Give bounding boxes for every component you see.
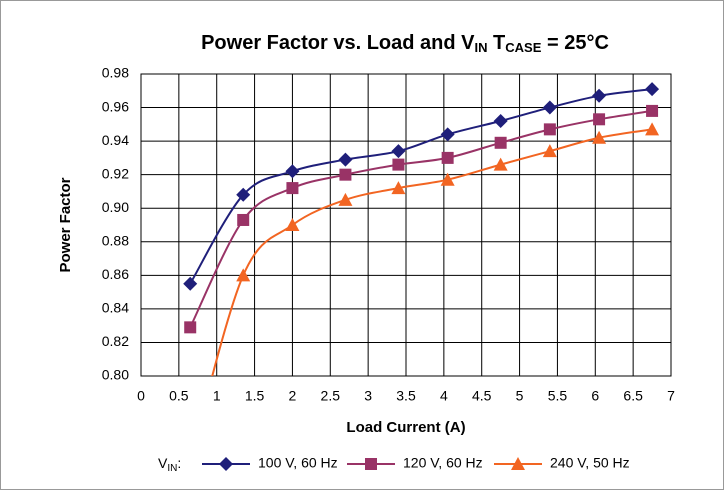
legend-title: VIN:	[158, 455, 181, 474]
legend-marker	[219, 457, 233, 471]
marker	[339, 168, 352, 181]
legend-marker	[511, 457, 525, 470]
x-tick-label: 0.5	[169, 388, 189, 404]
series-line	[189, 109, 653, 328]
x-tick-label: 7	[667, 388, 675, 404]
marker	[237, 213, 250, 226]
x-tick-label: 5.5	[548, 388, 568, 404]
marker	[494, 136, 507, 149]
marker	[645, 122, 660, 136]
marker	[440, 172, 455, 186]
marker	[285, 164, 300, 179]
marker	[441, 151, 454, 164]
y-tick-label: 0.80	[102, 367, 129, 383]
x-tick-label: 6	[591, 388, 599, 404]
legend-label: 120 V, 60 Hz	[403, 455, 483, 471]
y-tick-label: 0.88	[102, 232, 129, 248]
marker	[542, 144, 557, 158]
x-tick-label: 4	[440, 388, 448, 404]
marker	[285, 218, 300, 231]
x-axis-label: Load Current (A)	[346, 419, 465, 436]
chart-title: Power Factor vs. Load and VIN TCASE = 25…	[201, 32, 609, 55]
y-tick-label: 0.92	[102, 165, 129, 181]
y-tick-label: 0.82	[102, 333, 129, 349]
marker	[338, 152, 353, 167]
x-tick-label: 4.5	[472, 388, 492, 404]
x-tick-label: 2.5	[321, 388, 341, 404]
marker	[391, 181, 406, 195]
y-tick-label: 0.90	[102, 199, 129, 215]
y-tick-label: 0.84	[102, 300, 129, 316]
x-tick-label: 1	[213, 388, 221, 404]
y-tick-label: 0.94	[102, 132, 129, 148]
marker	[493, 113, 508, 128]
plot-clip	[183, 82, 660, 376]
x-tick-label: 3	[364, 388, 372, 404]
marker	[593, 113, 606, 126]
marker	[338, 192, 353, 206]
legend-label: 100 V, 60 Hz	[258, 455, 338, 471]
series-line	[189, 88, 653, 285]
y-tick-label: 0.86	[102, 266, 129, 282]
marker	[542, 100, 557, 115]
marker	[184, 321, 197, 334]
y-axis-label: Power Factor	[57, 177, 74, 272]
x-tick-label: 2	[289, 388, 297, 404]
x-tick-label: 3.5	[396, 388, 416, 404]
marker	[391, 144, 406, 159]
legend-label: 240 V, 50 Hz	[550, 455, 630, 471]
marker	[592, 88, 607, 103]
marker	[543, 123, 556, 136]
y-tick-label: 0.96	[102, 98, 129, 114]
marker	[646, 104, 659, 117]
x-tick-label: 1.5	[245, 388, 265, 404]
marker	[286, 182, 299, 195]
x-tick-label: 6.5	[623, 388, 643, 404]
marker	[645, 82, 660, 97]
marker	[392, 158, 405, 171]
x-tick-label: 5	[516, 388, 524, 404]
marker	[236, 268, 251, 282]
marker	[440, 127, 455, 142]
y-tick-label: 0.98	[102, 65, 129, 81]
x-tick-label: 0	[137, 388, 145, 404]
marker	[592, 130, 607, 144]
marker	[236, 187, 251, 202]
legend-marker	[365, 458, 377, 470]
marker	[493, 157, 508, 171]
marker	[183, 276, 198, 291]
